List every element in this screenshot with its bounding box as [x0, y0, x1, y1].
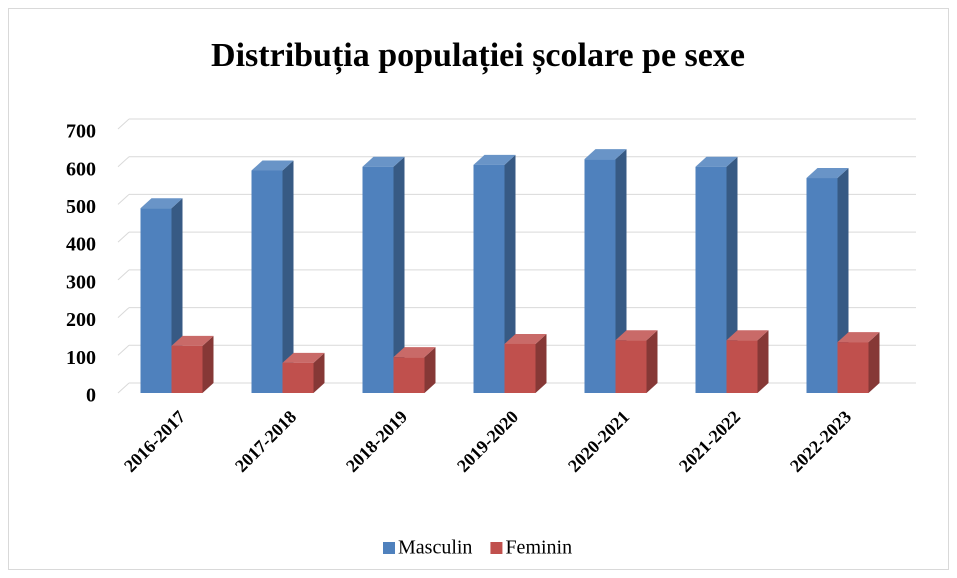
bar-top	[171, 335, 214, 346]
bar-top	[726, 330, 769, 341]
bar-side	[646, 330, 658, 393]
y-tick-label: 600	[66, 158, 96, 180]
bar-side	[535, 333, 547, 393]
bar-front	[393, 357, 425, 393]
y-tick-label: 700	[66, 121, 96, 143]
grid-line-side	[117, 269, 130, 281]
bar	[837, 332, 880, 393]
y-tick-label: 400	[66, 234, 96, 256]
bar	[362, 156, 405, 393]
bar-front	[251, 170, 283, 393]
bar-side	[868, 332, 880, 393]
bar-front	[584, 159, 616, 393]
y-tick-label: 100	[66, 347, 96, 369]
bar-side	[393, 156, 405, 393]
grid-line-side	[117, 344, 130, 356]
bar	[504, 333, 547, 393]
bar-top	[282, 352, 325, 363]
y-tick-label: 300	[66, 271, 96, 293]
bar-front	[282, 362, 314, 393]
y-tick-label: 500	[66, 196, 96, 218]
bar-top	[251, 160, 294, 171]
bar-top	[362, 156, 405, 167]
bar-top	[806, 168, 849, 179]
grid-line-side	[117, 118, 130, 130]
bar-side	[282, 160, 294, 393]
bar-side	[504, 154, 516, 393]
grid-line-side	[117, 194, 130, 205]
grid-line-side	[117, 382, 130, 394]
bar-top	[837, 332, 880, 343]
grid-line-side	[117, 307, 130, 318]
bar-front	[695, 166, 727, 393]
bar-top	[473, 154, 516, 165]
bar-side	[757, 330, 769, 393]
bar-side	[313, 352, 325, 393]
bar-top	[584, 149, 627, 160]
legend-swatch	[383, 542, 395, 554]
bar	[393, 347, 436, 393]
bar-front	[362, 166, 394, 393]
bar-front	[726, 340, 758, 393]
legend-label: Masculin	[398, 537, 472, 559]
legend-swatch	[490, 542, 503, 554]
bar	[251, 160, 294, 393]
chart-title: Distribuția populației școlare pe sexe	[211, 37, 745, 75]
grid-line-side	[117, 231, 130, 243]
bar-front	[504, 343, 536, 393]
bar	[473, 154, 516, 393]
bar-side	[202, 335, 214, 393]
bar	[726, 330, 769, 393]
legend-label: Feminin	[505, 537, 572, 559]
bar-side	[615, 149, 627, 393]
bar-front	[615, 340, 647, 393]
bar-top	[393, 347, 436, 358]
bar-front	[837, 342, 869, 393]
grid-line-side	[117, 156, 130, 168]
bar-front	[171, 345, 203, 393]
bar-side	[424, 347, 436, 393]
bar	[584, 149, 627, 393]
bar-front	[473, 164, 505, 393]
bar	[171, 335, 214, 393]
bar-top	[504, 333, 547, 344]
bar-front	[806, 178, 838, 393]
bar-top	[140, 198, 183, 209]
bar	[282, 352, 325, 393]
bar-front	[140, 208, 172, 393]
bar-top	[695, 156, 738, 167]
y-tick-label: 0	[86, 385, 96, 407]
y-tick-label: 200	[66, 309, 96, 331]
bar-top	[615, 330, 658, 341]
bar	[615, 330, 658, 393]
